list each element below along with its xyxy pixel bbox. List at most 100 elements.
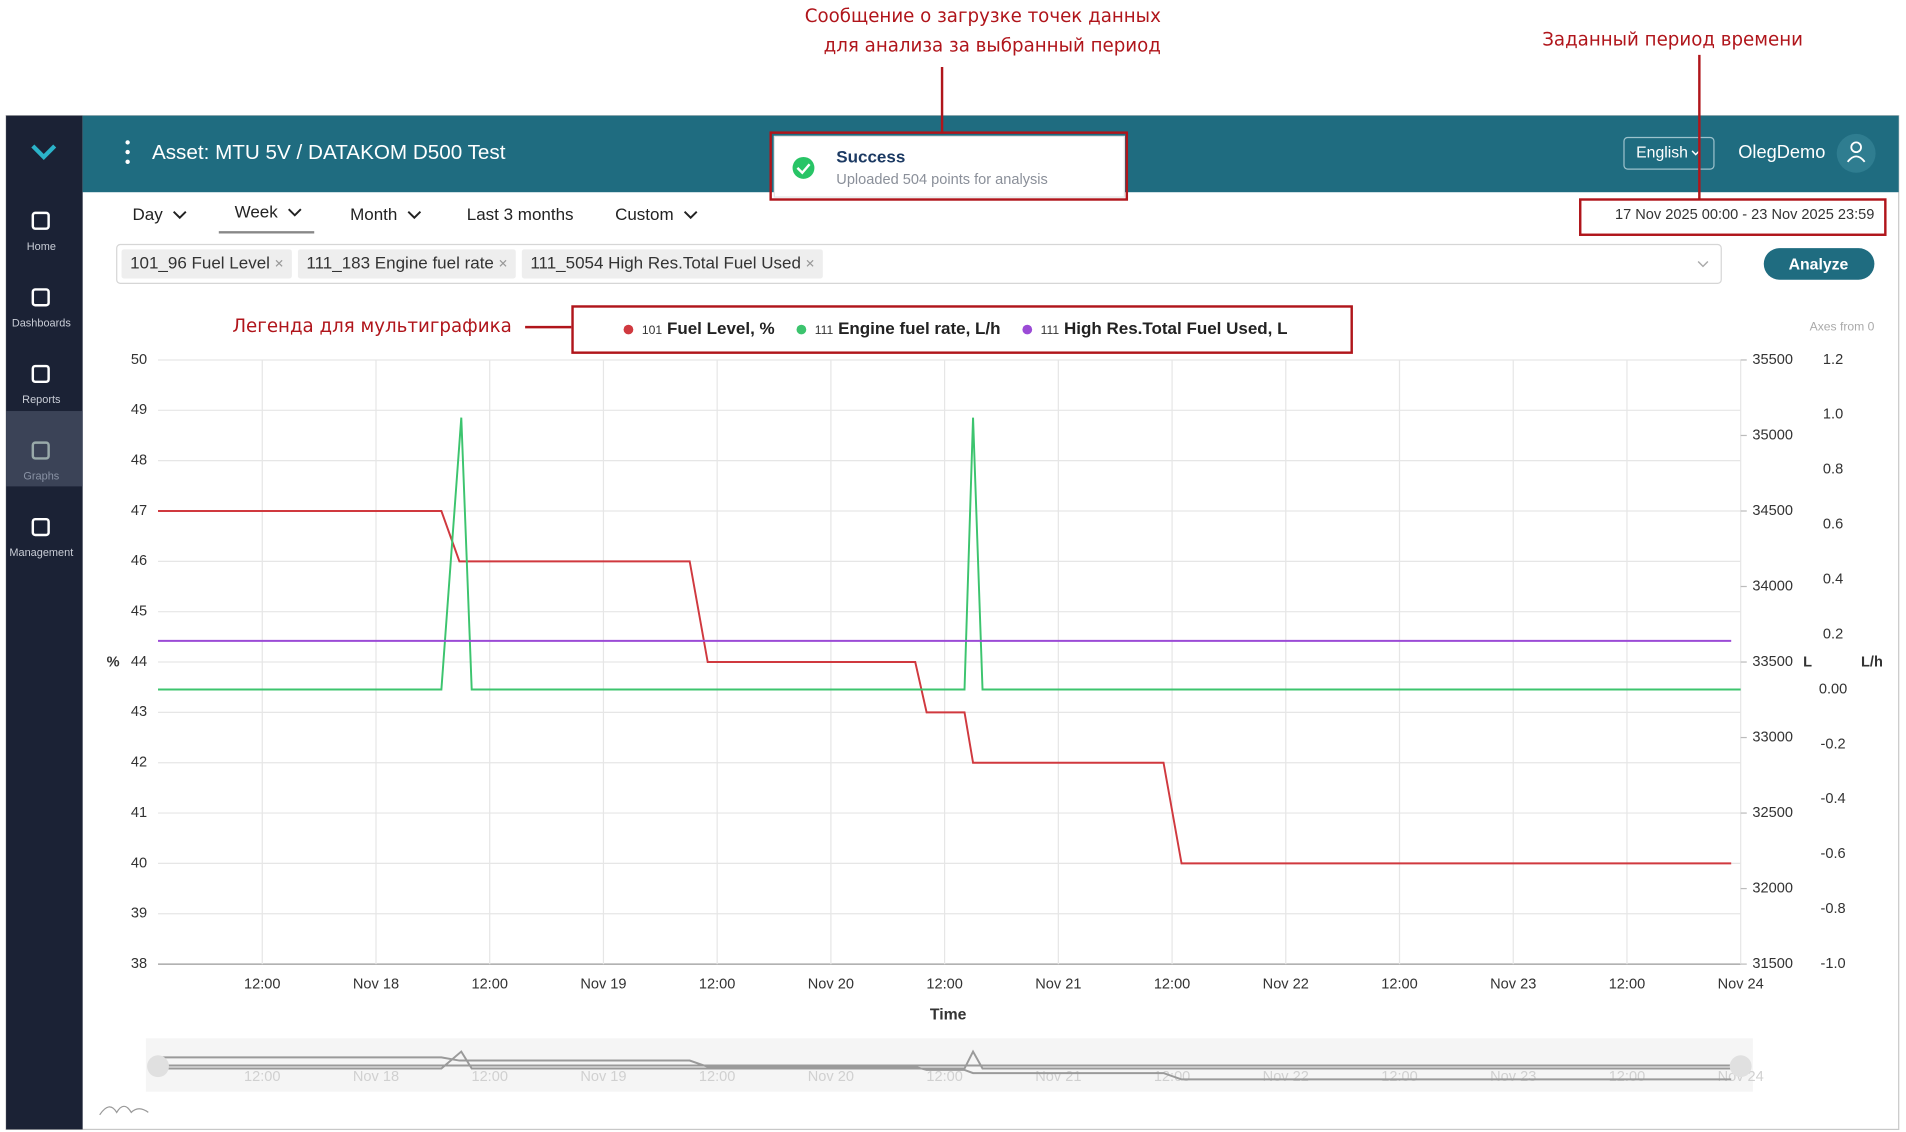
legend-marker [1022, 324, 1033, 335]
check [796, 163, 811, 175]
navigator-handle[interactable] [147, 1055, 169, 1078]
language: English [1636, 144, 1688, 161]
annotation: Заданный период времени [1542, 29, 1803, 50]
x-tick-label: 12:00 [926, 977, 962, 993]
y3-tick-label: -0.2 [1821, 736, 1846, 752]
navigator-tick-label: 12:00 [1609, 1069, 1645, 1085]
y-tick-label: 40 [131, 855, 147, 871]
tab[interactable]: Month [350, 205, 397, 224]
nav-icon[interactable] [31, 441, 50, 460]
filter-input[interactable] [116, 243, 1722, 284]
avatar[interactable] [1836, 133, 1876, 173]
x-tick-label: Nov 20 [808, 977, 854, 993]
nav-label[interactable]: Graphs [23, 471, 59, 483]
y-tick-label: 45 [131, 604, 147, 620]
analyze-label: Analyze [1789, 256, 1849, 273]
chip-remove[interactable] [806, 259, 814, 267]
x-tick-label: 12:00 [244, 977, 280, 993]
navigator-tick-label: Nov 23 [1490, 1069, 1536, 1085]
navigator-tick-label: 12:00 [926, 1069, 962, 1085]
nav-icon[interactable] [31, 288, 50, 307]
navigator-tick-label: Nov 18 [353, 1069, 399, 1085]
nav-label[interactable]: Management [9, 547, 73, 559]
tab[interactable]: Week [235, 202, 279, 221]
navigator-tick-label: 12:00 [1381, 1069, 1417, 1085]
menu-dots[interactable] [125, 140, 130, 165]
navigator-tick-label: 12:00 [244, 1069, 280, 1085]
navigator-tick-label: Nov 21 [1035, 1069, 1081, 1085]
user-name: OlegDemo [1738, 141, 1825, 162]
y2-axis-label: L [1803, 654, 1812, 670]
avatar-icon [1850, 141, 1862, 154]
y3-tick-label: 1.2 [1823, 352, 1843, 368]
y2-tick-label: 35500 [1752, 352, 1793, 368]
nav-label[interactable]: Home [27, 241, 56, 253]
legend-label[interactable]: High Res.Total Fuel Used, L [1064, 319, 1288, 338]
legend-id: 101 [642, 323, 663, 337]
chevron [172, 210, 187, 220]
y-tick-label: 44 [131, 654, 147, 670]
nav-label[interactable]: Dashboards [12, 317, 72, 329]
x-tick-label: 12:00 [1381, 977, 1417, 993]
highlight-box [571, 305, 1353, 354]
x-tick-label: Nov 19 [580, 977, 626, 993]
header-title: Asset: MTU 5V / DATAKOM D500 Test [152, 141, 506, 164]
chip-remove[interactable] [275, 259, 283, 267]
chip [121, 249, 292, 279]
legend-id: 111 [815, 323, 834, 337]
y-axis-label: % [107, 654, 120, 670]
y2-tick-label: 35000 [1752, 427, 1793, 443]
y-tick-label: 39 [131, 906, 147, 922]
y3-tick-label: 0.2 [1823, 626, 1843, 642]
x-tick-label: Nov 22 [1263, 977, 1309, 993]
tab[interactable]: Last 3 months [467, 205, 574, 224]
x-tick-label: Nov 18 [353, 977, 399, 993]
y-tick-label: 43 [131, 704, 147, 720]
y3-tick-label: -0.6 [1821, 846, 1846, 862]
chip-label: 111_5054 High Res.Total Fuel Used [530, 253, 801, 272]
axes-note: Axes from 0 [1810, 319, 1875, 333]
x-tick-label: 12:00 [1154, 977, 1190, 993]
nav-active [6, 411, 83, 487]
x-tick-label: Nov 23 [1490, 977, 1536, 993]
series-line [158, 417, 1741, 691]
y3-tick-label: -0.8 [1821, 901, 1846, 917]
x-tick-label: Nov 21 [1035, 977, 1081, 993]
legend-label[interactable]: Engine fuel rate, L/h [838, 319, 1000, 338]
tab[interactable]: Day [132, 205, 163, 224]
date-range[interactable]: 17 Nov 2025 00:00 - 23 Nov 2025 23:59 [1615, 207, 1874, 223]
x-tick-label: 12:00 [471, 977, 507, 993]
y2-tick-label: 33500 [1752, 654, 1793, 670]
y-tick-label: 38 [131, 956, 147, 972]
nav-label[interactable]: Reports [22, 394, 61, 406]
tab[interactable]: Custom [615, 205, 674, 224]
y-tick-label: 48 [131, 452, 147, 468]
y-tick-label: 50 [131, 352, 147, 368]
analyze-button[interactable] [1763, 248, 1875, 280]
chip [297, 249, 516, 279]
y3-tick-label: -0.4 [1821, 791, 1846, 807]
avatar-icon [1846, 155, 1866, 163]
nav-icon[interactable] [31, 364, 50, 384]
chip-remove[interactable] [499, 259, 507, 267]
y-tick-label: 47 [131, 503, 147, 519]
annotation: для анализа за выбранный период [824, 35, 1161, 56]
y2-tick-label: 33000 [1752, 729, 1793, 745]
y3-tick-label: 1.0 [1823, 407, 1843, 423]
nav-icon[interactable] [31, 517, 50, 537]
y3-tick-label: 0.6 [1823, 517, 1843, 533]
navigator-tick-label: Nov 19 [580, 1069, 626, 1085]
y2-tick-label: 32500 [1752, 805, 1793, 821]
chart-icon [99, 1105, 149, 1116]
chip [521, 249, 823, 279]
navigator-handle[interactable] [1729, 1055, 1752, 1078]
y-tick-label: 41 [131, 805, 147, 821]
nav-icon[interactable] [31, 211, 50, 230]
x-tick-label: 12:00 [699, 977, 735, 993]
legend-id: 111 [1041, 323, 1060, 337]
language-select[interactable] [1623, 136, 1715, 170]
legend-label[interactable]: Fuel Level, % [667, 319, 775, 338]
toast-title: Success [836, 148, 905, 167]
